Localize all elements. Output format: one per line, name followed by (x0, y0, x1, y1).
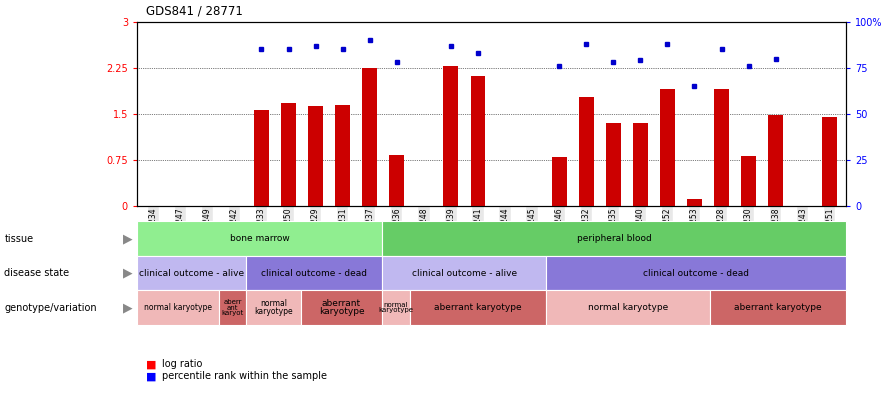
Text: genotype/variation: genotype/variation (4, 303, 97, 312)
Text: log ratio: log ratio (162, 360, 202, 369)
Bar (579, 97, 594, 206)
Bar (606, 123, 621, 206)
Bar (309, 107, 323, 206)
Bar (335, 105, 350, 206)
Text: bone marrow: bone marrow (230, 234, 290, 243)
Bar (444, 66, 459, 206)
Text: clinical outcome - dead: clinical outcome - dead (643, 268, 749, 278)
Text: clinical outcome - dead: clinical outcome - dead (262, 268, 367, 278)
Bar (741, 156, 756, 206)
Text: ▶: ▶ (123, 301, 133, 314)
Text: clinical outcome - alive: clinical outcome - alive (139, 268, 244, 278)
Text: aberrant karyotype: aberrant karyotype (434, 303, 522, 312)
Bar (714, 89, 729, 206)
Bar (470, 76, 485, 206)
Text: disease state: disease state (4, 268, 70, 278)
Bar (660, 89, 674, 206)
Text: tissue: tissue (4, 234, 34, 244)
Text: peripheral blood: peripheral blood (577, 234, 652, 243)
Text: normal
karyotype: normal karyotype (254, 299, 293, 316)
Text: aberrant
karyotype: aberrant karyotype (319, 299, 364, 316)
Bar (687, 198, 702, 206)
Text: ▶: ▶ (123, 267, 133, 280)
Text: ■: ■ (146, 360, 156, 369)
Bar (633, 123, 648, 206)
Bar (552, 157, 567, 206)
Text: normal karyotype: normal karyotype (588, 303, 668, 312)
Text: ▶: ▶ (123, 232, 133, 245)
Bar (768, 115, 783, 206)
Bar (362, 69, 377, 206)
Text: ■: ■ (146, 371, 156, 381)
Text: aberr
ant
karyot: aberr ant karyot (221, 299, 244, 316)
Text: GDS841 / 28771: GDS841 / 28771 (146, 5, 243, 18)
Text: normal
karyotype: normal karyotype (378, 302, 414, 313)
Text: aberrant karyotype: aberrant karyotype (734, 303, 821, 312)
Text: clinical outcome - alive: clinical outcome - alive (412, 268, 517, 278)
Text: percentile rank within the sample: percentile rank within the sample (162, 371, 327, 381)
Bar (389, 155, 404, 206)
Bar (281, 103, 296, 206)
Bar (254, 110, 269, 206)
Bar (822, 117, 837, 206)
Text: normal karyotype: normal karyotype (144, 303, 212, 312)
